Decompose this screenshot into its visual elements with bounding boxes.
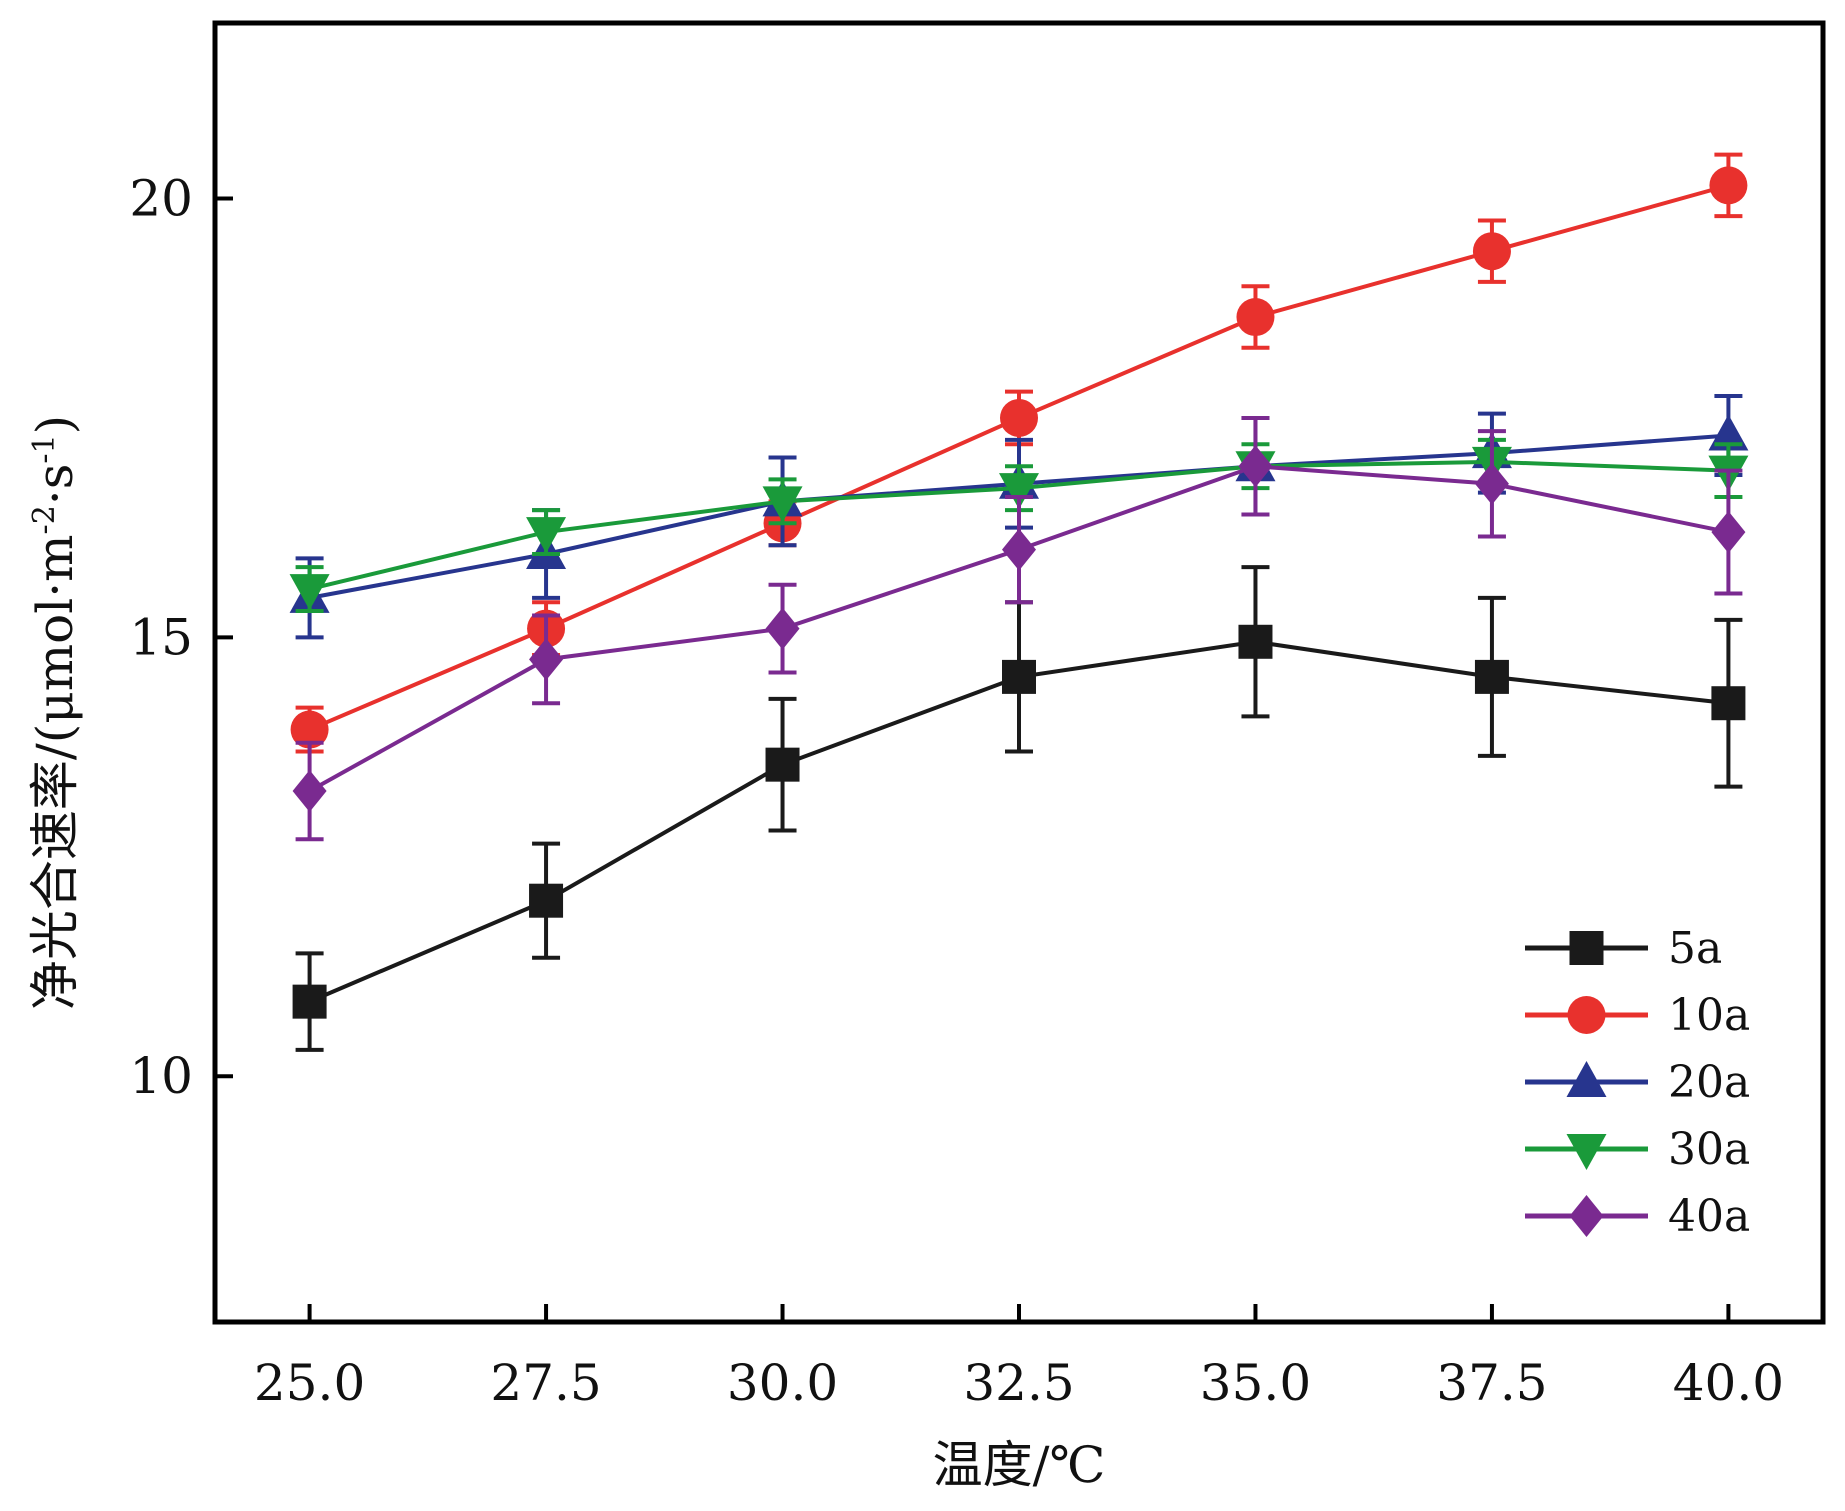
legend-item-10a: 10a	[1525, 990, 1750, 1041]
x-tick-label: 35.0	[1200, 1354, 1311, 1412]
legend-label: 10a	[1668, 990, 1750, 1041]
legend-label: 20a	[1668, 1057, 1750, 1108]
data-point	[529, 638, 564, 681]
legend-marker	[1566, 1134, 1607, 1170]
plot-area	[289, 152, 1749, 1052]
legend-item-5a: 5a	[1525, 923, 1722, 974]
legend-item-30a: 30a	[1525, 1124, 1750, 1175]
legend-label: 5a	[1668, 923, 1722, 974]
legend-marker	[1569, 931, 1604, 965]
y-axis-title-end: )	[26, 415, 84, 435]
data-point	[765, 607, 800, 650]
legend-marker	[1569, 1195, 1604, 1237]
legend-item-20a: 20a	[1525, 1057, 1750, 1108]
data-point	[529, 883, 564, 918]
x-tick-label: 27.5	[490, 1354, 601, 1412]
y-axis-title-sup2: -1	[27, 434, 62, 463]
data-point	[1474, 462, 1509, 505]
x-axis-title: 温度/℃	[933, 1436, 1106, 1494]
data-point	[1002, 659, 1036, 694]
legend-label: 30a	[1668, 1124, 1750, 1175]
x-tick-label: 32.5	[963, 1354, 1074, 1412]
data-point	[526, 517, 567, 554]
data-point	[290, 710, 329, 749]
x-tick-label: 40.0	[1673, 1354, 1784, 1412]
data-point	[1711, 686, 1746, 721]
x-tick-label: 37.5	[1436, 1354, 1547, 1412]
legend-item-40a: 40a	[1525, 1191, 1750, 1242]
data-point	[1708, 414, 1749, 451]
y-axis-title: 净光合速率/(μmol·m-2·s-1)	[26, 415, 84, 1010]
y-tick-label: 20	[129, 170, 193, 228]
y-tick-label: 10	[129, 1047, 193, 1105]
data-point	[1238, 445, 1273, 488]
legend-marker	[1566, 1061, 1607, 1097]
data-point	[1709, 166, 1748, 205]
data-point	[999, 473, 1039, 510]
series-5a	[292, 565, 1746, 1052]
data-point	[289, 574, 330, 611]
legend-marker	[1567, 996, 1606, 1034]
data-point	[292, 984, 327, 1019]
data-point	[1474, 659, 1509, 694]
x-axis: 25.0 27.5 30.0 32.5 35.0 37.5 40.0	[254, 1304, 1784, 1412]
data-point	[1238, 624, 1273, 659]
data-point	[1000, 398, 1038, 437]
y-tick-label: 15	[129, 608, 193, 666]
legend-label: 40a	[1668, 1191, 1750, 1242]
y-axis-title-mid: ·s	[26, 464, 84, 506]
y-axis-title-sup1: -2	[27, 505, 62, 534]
x-tick-label: 30.0	[727, 1354, 838, 1412]
data-point	[1711, 511, 1746, 554]
data-point	[765, 747, 800, 782]
series-40a	[292, 415, 1746, 842]
x-tick-label: 25.0	[254, 1354, 365, 1412]
y-axis-title-base: 净光合速率/(μmol·m	[26, 534, 84, 1010]
data-point	[1472, 232, 1511, 271]
data-point	[1002, 528, 1036, 571]
data-point	[292, 769, 327, 812]
y-axis: 10 15 20	[129, 170, 233, 1105]
data-point	[762, 486, 803, 523]
data-point	[1236, 298, 1275, 337]
legend: 5a 10a 20a 30a 40a	[1525, 923, 1750, 1242]
